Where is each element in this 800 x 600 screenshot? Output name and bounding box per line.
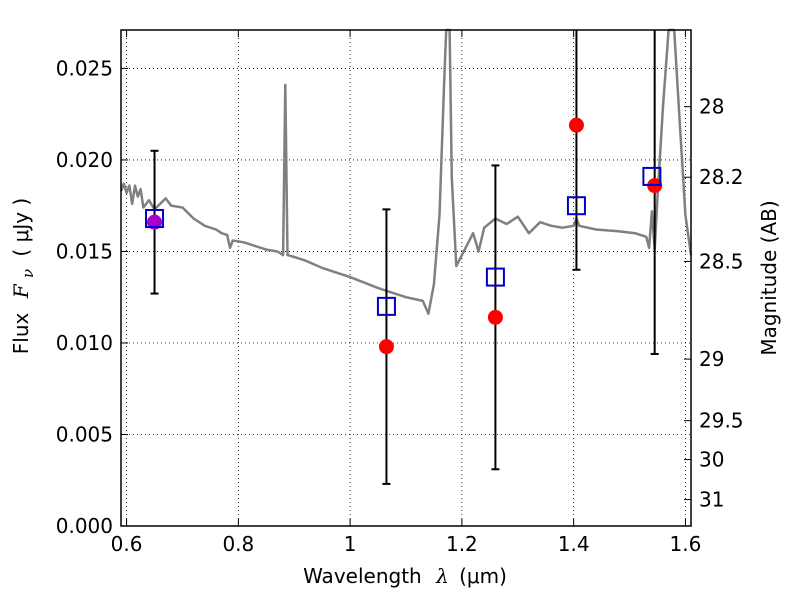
plot-frame [120,29,692,527]
sed-model-curve-layer [119,28,693,315]
y-tick-label: 0.005 [56,422,113,446]
y2-tick-label: 31 [699,488,724,512]
x-tick-label: 0.8 [222,532,254,556]
y-tick-label: 0.020 [56,148,113,172]
y-tick-label: 0.010 [56,331,113,355]
observed-point [147,214,163,230]
y-tick-label: 0.015 [56,239,113,263]
model-point [145,209,165,229]
observed-points [147,117,663,355]
x-tick-label: 0.6 [111,532,143,556]
x-tick-label: 1.2 [446,532,478,556]
errorbars [150,30,659,485]
model-points [145,166,662,316]
observed-point [487,309,503,325]
model-point [642,166,662,186]
x-axis-label: Wavelength λ (μm) [303,564,507,588]
model-point [376,296,396,316]
model-point [566,196,586,216]
y-tick-label: 0.000 [56,514,113,538]
axis-ticks [121,30,691,527]
y2-tick-label: 28 [699,95,724,119]
y2-tick-label: 29.5 [699,409,744,433]
model-point [485,267,505,287]
y2-axis-label: Magnitude (AB) [757,200,781,355]
y-axis-label: Flux F ν ( μJy ) [9,198,38,354]
y-tick-label: 0.025 [56,56,113,80]
x-tick-label: 1.4 [558,532,590,556]
tick-labels: 0.6 0.8 1 1.2 1.4 1.6 0.000 0.005 0.010 0.015 0.02… [56,56,744,556]
sed-model-curve [119,28,693,315]
x-tick-label: 1 [344,532,357,556]
y2-tick-label: 30 [699,448,724,472]
y2-tick-label: 28.2 [699,165,744,189]
y2-tick-label: 28.5 [699,249,744,273]
y2-tick-label: 29 [699,347,724,371]
x-tick-label: 1.6 [670,532,702,556]
grid-lines [121,30,691,527]
observed-point [378,339,394,355]
observed-point [568,117,584,133]
